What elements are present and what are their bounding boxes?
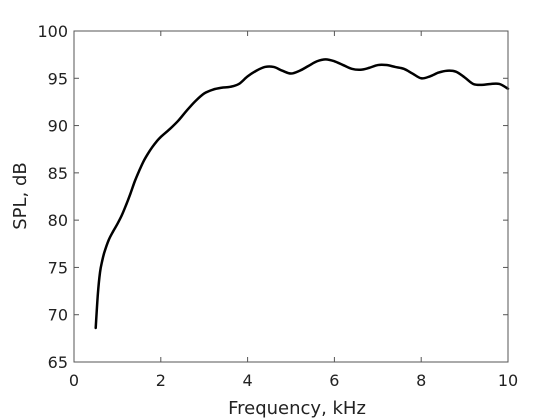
y-tick-label: 95 (48, 69, 68, 88)
y-tick-label: 80 (48, 211, 68, 230)
y-tick-label: 90 (48, 117, 68, 136)
y-tick-label: 85 (48, 164, 68, 183)
series-group (94, 58, 510, 330)
x-tick-label: 0 (69, 371, 79, 390)
y-axis-label: SPL, dB (10, 162, 31, 230)
y-tick-label: 100 (37, 22, 68, 41)
x-tick-label: 10 (498, 371, 518, 390)
ticks-group (73, 30, 509, 363)
x-axis-label: Frequency, kHz (228, 398, 366, 419)
y-tick-label: 65 (48, 353, 68, 372)
x-tick-label: 2 (156, 371, 166, 390)
y-tick-label: 75 (48, 258, 68, 277)
tick-labels-group: 0 2 4 6 8 10 65 70 75 80 85 90 95 100 (37, 22, 518, 390)
x-tick-label: 8 (416, 371, 426, 390)
x-tick-label: 6 (329, 371, 339, 390)
plot-frame (73, 30, 509, 363)
spl-series-line (94, 58, 510, 330)
y-tick-label: 70 (48, 306, 68, 325)
x-tick-label: 4 (243, 371, 253, 390)
